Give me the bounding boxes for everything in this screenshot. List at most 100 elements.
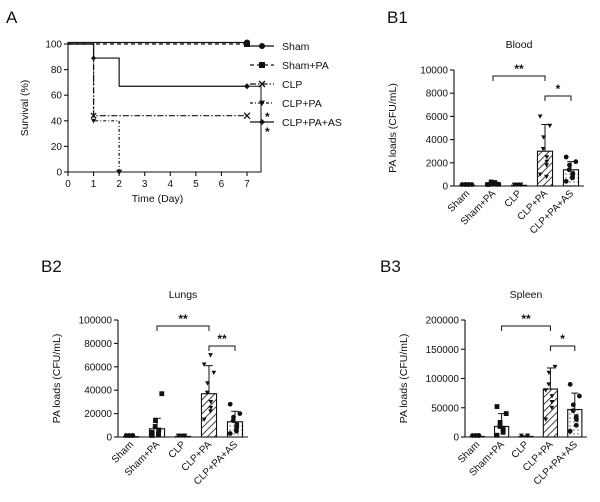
data-point — [463, 182, 468, 187]
data-point — [234, 424, 240, 429]
y-tick-label: 100000 — [79, 316, 113, 327]
data-point — [552, 364, 558, 370]
y-axis-title: PA loads (CFU/mL) — [398, 334, 410, 424]
y-tick-label: 50000 — [431, 403, 459, 414]
data-point — [511, 182, 517, 187]
significance-bracket — [156, 325, 210, 331]
y-tick-label: 20 — [51, 142, 63, 153]
data-point — [573, 414, 579, 419]
data-point — [234, 428, 239, 434]
legend-marker — [259, 62, 265, 68]
data-point — [130, 433, 136, 438]
data-point — [237, 411, 243, 416]
data-point — [549, 405, 555, 411]
y-axis-title: PA loads (CFU/mL) — [51, 334, 63, 424]
data-point — [543, 417, 549, 422]
significance-label: * — [560, 332, 565, 346]
y-tick-label: 60 — [51, 91, 63, 102]
legend-marker — [259, 100, 265, 106]
chart-title: Lungs — [169, 289, 198, 301]
y-tick-label: 80 — [51, 65, 63, 76]
significance-star: * — [265, 125, 270, 139]
series-end-marker — [243, 112, 251, 120]
significance-bracket — [208, 345, 236, 351]
data-point — [205, 381, 210, 386]
data-point — [537, 172, 543, 177]
data-point — [570, 172, 576, 177]
significance-bracket — [549, 345, 576, 351]
y-tick-label: 80000 — [84, 339, 112, 350]
x-tick-label: 4 — [168, 179, 174, 190]
spleen-bar-chart: Spleen 0 50000 100000 150000 200000 PA loads (… — [398, 289, 587, 487]
data-point — [518, 433, 524, 438]
series-end-marker — [244, 41, 250, 47]
significance-bracket — [544, 95, 572, 101]
y-tick-label: 60000 — [84, 362, 112, 373]
y-tick-label: 150000 — [426, 345, 460, 356]
y-tick-label: 40000 — [84, 386, 112, 397]
data-point — [573, 422, 579, 428]
legend-marker — [259, 43, 265, 49]
data-point — [577, 393, 582, 399]
data-point — [537, 114, 543, 119]
x-tick-label: 7 — [244, 179, 250, 190]
x-tick-label: 1 — [91, 179, 97, 190]
data-point — [541, 135, 546, 140]
data-point — [201, 417, 207, 422]
series-line — [68, 43, 247, 87]
data-point — [178, 433, 184, 438]
data-point — [566, 167, 572, 173]
chart-title: Spleen — [510, 289, 543, 301]
series-end-marker — [116, 169, 123, 175]
data-point — [547, 123, 553, 129]
data-point — [515, 182, 520, 187]
significance-bracket — [247, 85, 262, 173]
data-point — [492, 180, 498, 185]
data-point — [485, 182, 491, 187]
significance-label: ** — [514, 62, 524, 76]
data-point — [525, 433, 531, 438]
legend-label: CLP+PA — [282, 98, 322, 110]
data-point — [573, 159, 579, 165]
data-point — [546, 370, 552, 376]
bar — [542, 388, 559, 438]
x-tick-label: 2 — [116, 179, 122, 190]
data-point — [563, 178, 569, 184]
data-point — [152, 424, 158, 429]
significance-label: ** — [521, 312, 531, 326]
data-point — [544, 174, 549, 180]
category-label: CLP — [503, 188, 525, 210]
blood-bar-chart: Blood 0 2000 4000 6000 8000 10000 PA loads (CFU… — [387, 39, 584, 236]
data-point — [540, 146, 546, 152]
data-point — [544, 163, 549, 168]
series-step-marker — [90, 55, 97, 61]
data-point — [201, 362, 207, 367]
data-point — [570, 402, 576, 408]
significance-label: * — [556, 82, 561, 96]
x-tick-label: 3 — [142, 179, 148, 190]
y-tick-label: 100000 — [426, 374, 460, 385]
chart-title: Blood — [506, 39, 533, 51]
category-label: CLP — [167, 439, 189, 461]
significance-bracket — [501, 325, 551, 331]
y-tick-label: 8000 — [426, 89, 449, 100]
legend-label: Sham — [282, 41, 310, 53]
bar — [536, 150, 554, 187]
data-point — [208, 399, 214, 405]
data-point — [227, 401, 233, 407]
data-point — [494, 432, 500, 438]
y-tick-label: 0 — [453, 433, 459, 444]
y-tick-label: 0 — [106, 433, 112, 444]
data-point — [500, 425, 506, 431]
data-point — [518, 182, 524, 187]
data-point — [231, 414, 236, 420]
survival-chart: 0 20 40 60 80 100 0 1 2 3 4 5 6 7 Time (Day) Survival (… — [19, 39, 342, 205]
y-tick-label: 20000 — [84, 409, 112, 420]
x-tick-label: 5 — [193, 179, 199, 190]
data-point — [182, 433, 188, 438]
data-point — [544, 159, 550, 165]
y-tick-label: 100 — [45, 40, 62, 51]
series-line — [68, 43, 247, 117]
data-point — [230, 418, 236, 424]
x-axis-title: Time (Day) — [132, 193, 184, 205]
